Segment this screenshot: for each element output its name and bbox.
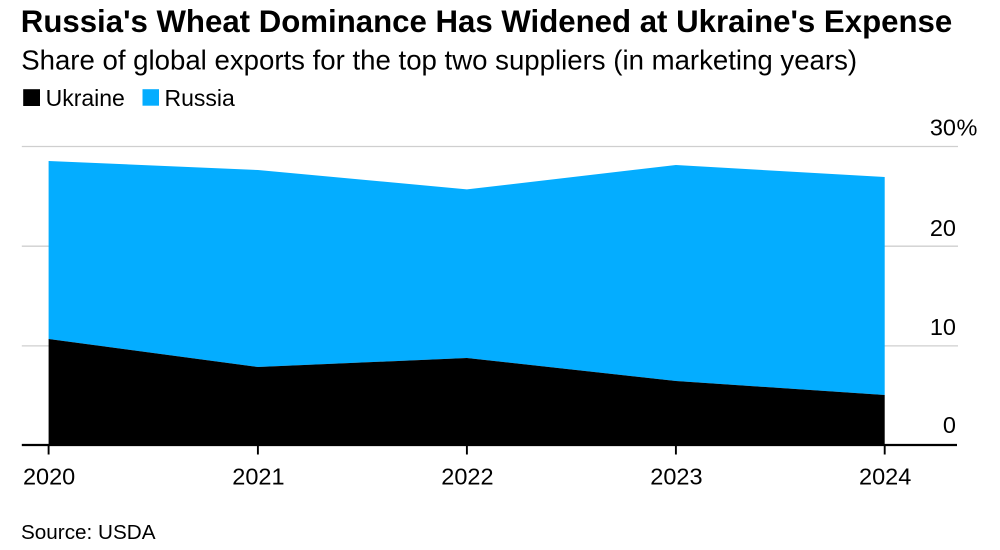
svg-text:2021: 2021 (232, 464, 284, 490)
svg-text:Russia's Wheat Dominance Has W: Russia's Wheat Dominance Has Widened at … (21, 4, 952, 39)
svg-text:10: 10 (930, 314, 956, 340)
svg-text:0: 0 (943, 412, 956, 438)
svg-text:Share of global exports for th: Share of global exports for the top two … (21, 44, 857, 75)
svg-text:%: % (957, 115, 978, 141)
svg-text:Russia: Russia (165, 85, 236, 111)
svg-text:Ukraine: Ukraine (46, 85, 125, 111)
svg-text:2022: 2022 (441, 464, 493, 490)
svg-text:Source: USDA: Source: USDA (21, 521, 156, 544)
svg-text:20: 20 (930, 215, 956, 241)
svg-text:30: 30 (930, 115, 956, 141)
svg-text:2020: 2020 (23, 464, 75, 490)
svg-text:2024: 2024 (859, 464, 911, 490)
svg-text:2023: 2023 (650, 464, 702, 490)
